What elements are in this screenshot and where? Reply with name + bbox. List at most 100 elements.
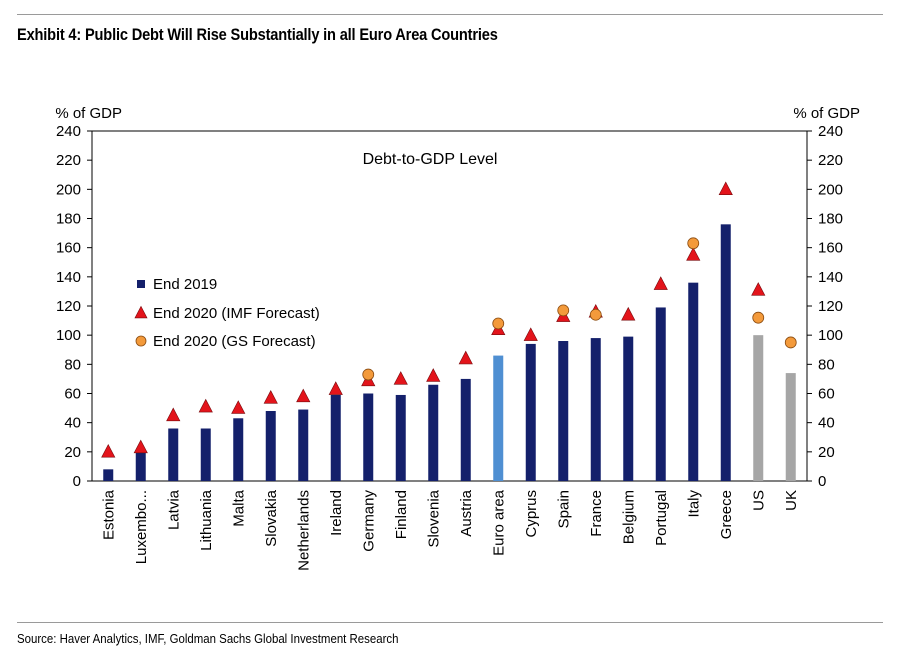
bar-end-2019 (655, 307, 666, 481)
marker-imf-forecast (718, 181, 733, 196)
x-tick-label: Portugal (653, 490, 670, 546)
marker-imf-forecast (263, 390, 278, 404)
bar-end-2019 (558, 341, 569, 481)
x-tick-label: France (588, 490, 605, 537)
x-tick-label: Austria (458, 489, 475, 536)
bar-end-2019 (590, 338, 601, 481)
bar-end-2019 (785, 373, 796, 481)
bar-end-2019 (103, 469, 114, 481)
left-y-tick-label: 60 (64, 386, 81, 403)
left-y-tick-label: 0 (73, 473, 81, 490)
bar-end-2019 (720, 224, 731, 482)
markers-layer (101, 181, 797, 458)
marker-gs-forecast (362, 368, 375, 381)
x-tick-label: Ireland (328, 490, 345, 536)
bar-end-2019 (525, 343, 536, 481)
bar-end-2019 (753, 335, 764, 481)
x-tick-label: Belgium (620, 490, 637, 544)
x-tick-label: Cyprus (523, 490, 540, 538)
source-note: Source: Haver Analytics, IMF, Goldman Sa… (17, 631, 399, 646)
bar-end-2019 (330, 394, 341, 481)
x-tick-label: Greece (718, 490, 735, 539)
left-y-tick-label: 80 (64, 356, 81, 373)
bar-end-2019 (265, 411, 276, 481)
marker-gs-forecast (752, 311, 765, 324)
left-y-tick-label: 100 (56, 327, 81, 344)
x-tick-label: Italy (685, 490, 702, 518)
left-y-tick-label: 240 (56, 123, 81, 140)
marker-gs-forecast (784, 336, 797, 349)
right-y-tick-label: 220 (818, 152, 843, 169)
left-y-axis: 0 20 40 60 80 100 120 140 160 180 200 220 240 (56, 123, 92, 490)
x-tick-label: UK (783, 490, 800, 511)
left-y-tick-label: 140 (56, 269, 81, 286)
marker-imf-forecast (523, 327, 538, 341)
right-y-axis-label: % of GDP (793, 105, 860, 122)
marker-imf-forecast (426, 368, 441, 382)
right-y-tick-label: 40 (818, 415, 835, 432)
chart-title: Debt-to-GDP Level (363, 151, 498, 168)
marker-imf-forecast (686, 247, 701, 261)
left-y-axis-label: % of GDP (55, 105, 122, 122)
right-y-tick-label: 160 (818, 240, 843, 257)
legend: End 2019 End 2020 (IMF Forecast) End 2020 … (134, 276, 320, 350)
legend-swatch-triangle (134, 305, 148, 319)
right-y-tick-label: 0 (818, 473, 826, 490)
x-tick-label: Spain (555, 490, 572, 528)
x-tick-label: Slovenia (425, 489, 442, 547)
marker-imf-forecast (458, 350, 473, 365)
right-y-tick-label: 80 (818, 356, 835, 373)
right-y-tick-label: 100 (818, 327, 843, 344)
x-tick-label: Latvia (165, 489, 182, 530)
marker-gs-forecast (492, 317, 505, 330)
marker-imf-forecast (198, 398, 213, 413)
right-y-tick-label: 140 (818, 269, 843, 286)
bar-end-2019 (200, 428, 211, 481)
right-y-tick-label: 120 (818, 298, 843, 315)
left-y-tick-label: 220 (56, 152, 81, 169)
marker-imf-forecast (751, 282, 766, 296)
x-tick-label: Euro area (490, 489, 507, 556)
marker-imf-forecast (296, 388, 311, 403)
left-y-tick-label: 160 (56, 240, 81, 257)
x-axis-labels: Estonia Luxembo... Latvia Lithuania Malta Slo… (100, 489, 800, 571)
marker-imf-forecast (133, 439, 148, 454)
legend-label: End 2020 (IMF Forecast) (153, 305, 320, 322)
legend-swatch-circle (135, 335, 147, 347)
x-tick-label: Lithuania (198, 489, 215, 551)
bar-end-2019 (135, 451, 146, 481)
marker-gs-forecast (589, 308, 602, 321)
left-y-tick-label: 20 (64, 444, 81, 461)
marker-gs-forecast (557, 304, 570, 317)
marker-imf-forecast (101, 443, 116, 458)
bars-layer (103, 224, 796, 482)
x-tick-label: Germany (360, 490, 377, 552)
marker-gs-forecast (687, 237, 700, 250)
left-y-tick-label: 180 (56, 211, 81, 228)
bar-end-2019 (395, 394, 406, 481)
x-tick-label: Malta (230, 489, 247, 526)
right-y-tick-label: 180 (818, 211, 843, 228)
right-y-tick-label: 20 (818, 444, 835, 461)
bar-end-2019 (233, 418, 244, 481)
marker-imf-forecast (231, 400, 246, 414)
bottom-rule (17, 622, 883, 623)
marker-imf-forecast (621, 306, 636, 321)
bar-end-2019 (688, 282, 699, 481)
bar-end-2019 (493, 355, 504, 481)
x-tick-label: Finland (393, 490, 410, 539)
legend-swatch-square (137, 280, 145, 288)
left-y-tick-label: 40 (64, 415, 81, 432)
bar-end-2019 (460, 378, 471, 481)
marker-imf-forecast (393, 371, 408, 385)
right-y-tick-label: 200 (818, 181, 843, 198)
left-y-tick-label: 200 (56, 181, 81, 198)
x-tick-label: US (750, 490, 767, 511)
right-y-tick-label: 60 (818, 386, 835, 403)
right-y-tick-label: 240 (818, 123, 843, 140)
x-tick-label: Slovakia (263, 489, 280, 546)
exhibit-title: Exhibit 4: Public Debt Will Rise Substan… (17, 25, 498, 44)
marker-imf-forecast (166, 407, 181, 422)
x-tick-label: Luxembo... (133, 490, 150, 564)
